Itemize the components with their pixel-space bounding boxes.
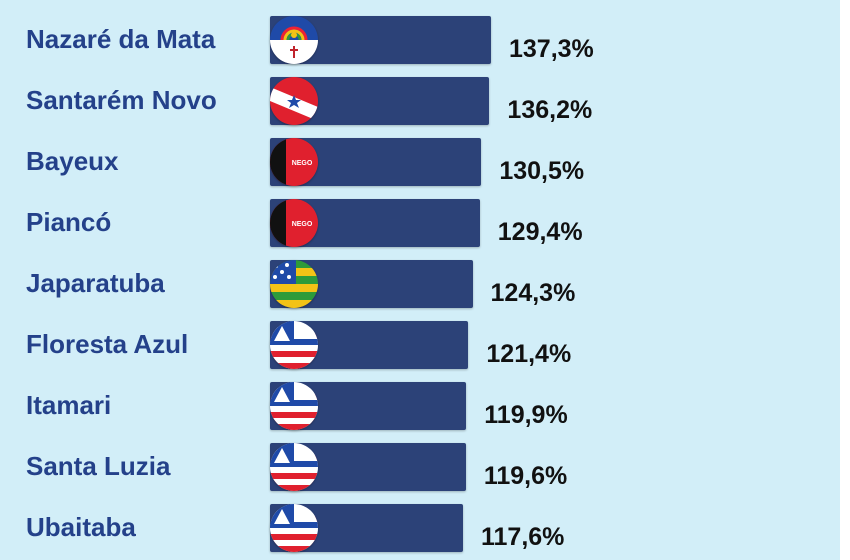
category-label: Floresta Azul xyxy=(26,329,189,359)
pernambuco-flag-icon xyxy=(270,16,318,64)
value-label: 119,9% xyxy=(484,401,568,429)
paraiba-flag-icon: NEGO xyxy=(270,138,318,186)
value-label: 130,5% xyxy=(499,157,585,185)
value-label: 119,6% xyxy=(483,462,568,490)
right-edge-strip xyxy=(840,0,850,560)
category-label: Bayeux xyxy=(26,146,119,176)
category-label: Ubaitaba xyxy=(26,512,136,542)
category-label: Itamari xyxy=(26,390,112,420)
category-label: Santa Luzia xyxy=(26,451,171,481)
bahia-flag-icon xyxy=(270,321,318,369)
value-label: 124,3% xyxy=(490,279,576,307)
bahia-flag-icon xyxy=(270,382,318,430)
bahia-flag-icon xyxy=(270,443,318,491)
svg-text:NEGO: NEGO xyxy=(292,221,313,228)
paraiba-flag-icon: NEGO xyxy=(270,199,318,247)
value-label: 121,4% xyxy=(486,340,572,368)
sergipe-flag-icon xyxy=(270,260,318,308)
bahia-flag-icon xyxy=(270,504,318,552)
category-label: Nazaré da Mata xyxy=(26,24,216,54)
value-label: 129,4% xyxy=(497,218,583,246)
value-label: 136,2% xyxy=(507,96,593,124)
category-label: Santarém Novo xyxy=(26,85,217,115)
para-flag-icon xyxy=(270,77,318,125)
value-label: 137,3% xyxy=(509,35,594,63)
category-label: Piancó xyxy=(26,207,112,237)
svg-text:NEGO: NEGO xyxy=(292,160,313,167)
category-label: Japaratuba xyxy=(26,268,165,298)
value-label: 117,6% xyxy=(481,523,565,551)
